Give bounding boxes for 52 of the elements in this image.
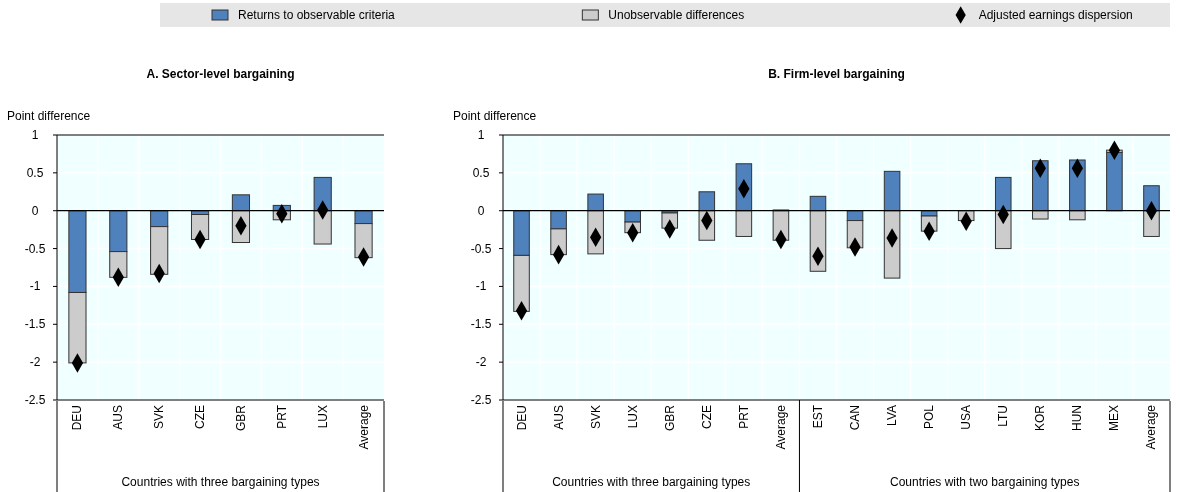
y-tick-label: 1 (477, 128, 485, 142)
legend-label: Adjusted earnings dispersion (978, 8, 1133, 22)
x-tick-label: LTU (996, 405, 1011, 427)
x-tick-label: PRT (736, 404, 751, 429)
x-tick-label: HUN (1070, 405, 1085, 431)
x-tick-label: LVA (885, 405, 900, 426)
y-tick-label: -2 (475, 355, 487, 370)
x-tick-label: Average (773, 404, 788, 450)
x-tick-label: AUS (551, 405, 566, 430)
x-tick-label: POL (922, 404, 937, 430)
y-tick-label: 0 (31, 203, 39, 218)
y-axis-title: Point difference (453, 109, 537, 123)
y-axis-title: Point difference (7, 109, 91, 123)
x-tick-label: LUX (625, 405, 640, 429)
x-tick-label: MEX (1107, 405, 1122, 432)
y-tick-label: -1.5 (470, 317, 492, 332)
x-tick-label: PRT (274, 404, 289, 429)
text: Countries with two bargaining types (890, 475, 1080, 489)
y-tick-label: -0.5 (24, 241, 46, 256)
y-tick-label: 0.5 (472, 165, 490, 180)
y-tick-label: 1 (31, 128, 39, 142)
x-tick-label: DEU (70, 405, 85, 431)
legend-label: Returns to observable criteria (238, 8, 396, 22)
x-tick-label: AUS (111, 405, 126, 430)
y-tick-label: 0 (477, 203, 485, 218)
x-tick-label: USA (959, 405, 974, 430)
y-tick-label: -1 (29, 279, 41, 294)
x-tick-label: EST (810, 404, 825, 429)
y-tick-label: -1 (475, 279, 487, 294)
x-tick-label: Average (1144, 404, 1159, 450)
x-tick-label: GBR (233, 404, 248, 432)
chart-title: A. Sector-level bargaining (146, 67, 295, 81)
x-tick-label: KOR (1033, 404, 1048, 432)
x-tick-label: CAN (848, 405, 863, 431)
x-tick-label: LUX (315, 405, 330, 429)
x-tick-label: SVK (588, 405, 603, 430)
x-tick-label: CZE (699, 405, 714, 429)
y-tick-label: -2.5 (24, 393, 46, 407)
y-tick-label: -2 (29, 355, 41, 370)
x-axis-title: Countries with three bargaining types (121, 475, 320, 489)
x-tick-label: GBR (662, 404, 677, 432)
x-tick-label: DEU (514, 405, 529, 431)
y-tick-label: -2.5 (470, 393, 492, 407)
legend-label: Unobservable differences (608, 8, 745, 22)
y-tick-label: 0.5 (26, 165, 44, 180)
chart-title: B. Firm-level bargaining (768, 67, 905, 81)
y-tick-label: -1.5 (24, 317, 46, 332)
y-tick-label: -0.5 (470, 241, 492, 256)
x-tick-label: Average (356, 404, 371, 450)
x-tick-label: SVK (152, 405, 167, 430)
x-tick-label: CZE (193, 405, 208, 429)
text: Countries with three bargaining types (552, 475, 751, 489)
